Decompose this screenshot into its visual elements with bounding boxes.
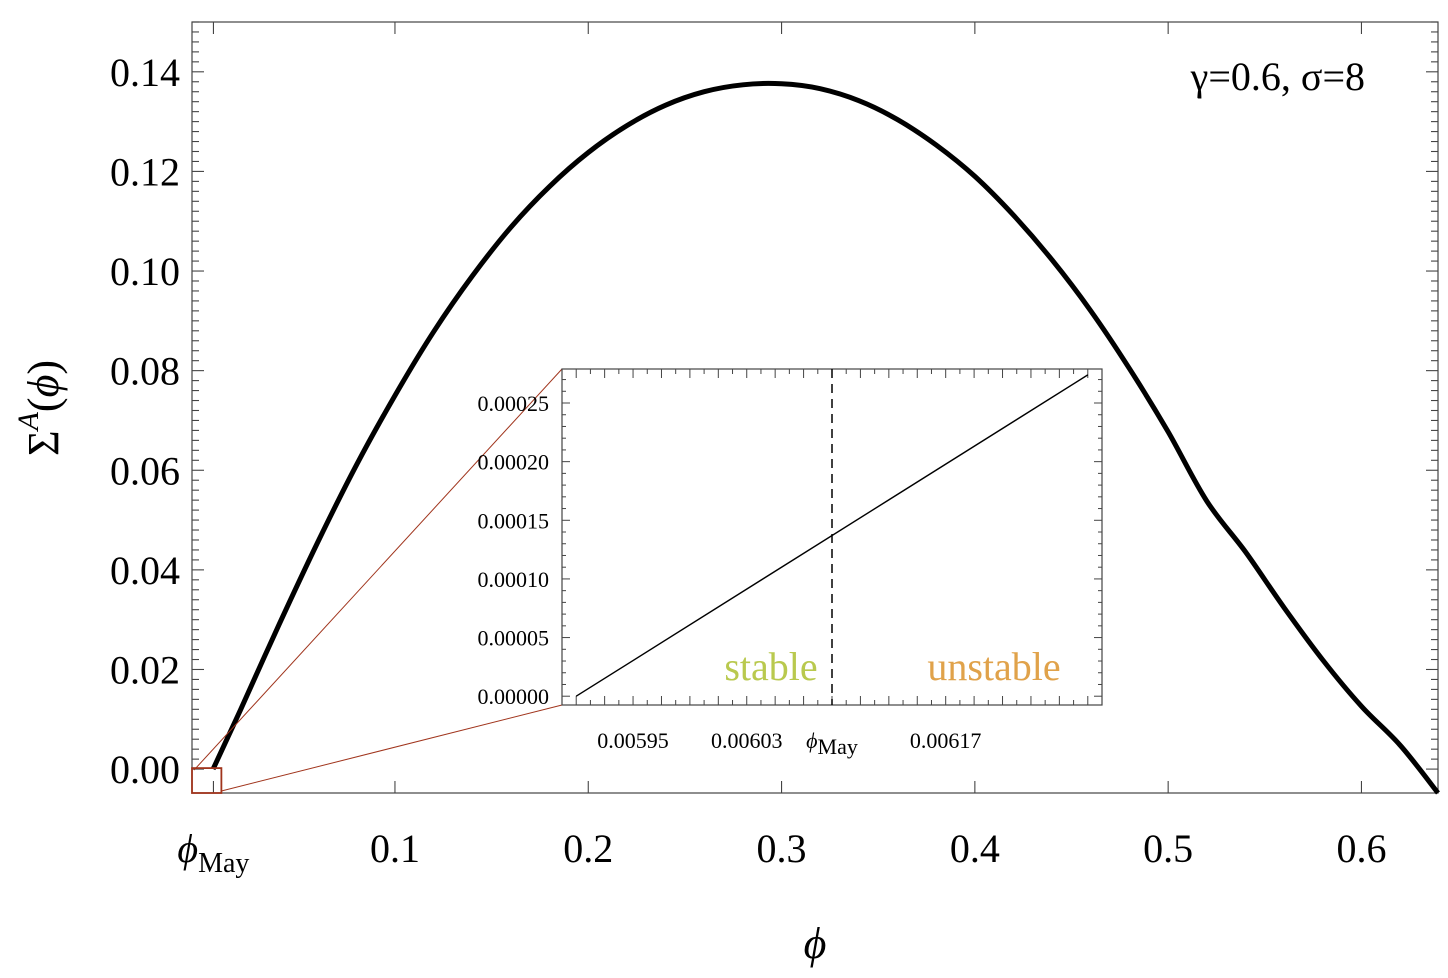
phi-may-tick-label: ϕMay [177,826,249,879]
inset-tick-marks [562,369,1103,705]
y-axis-label-group: ΣA(ϕ) [12,360,68,456]
tick-label: 0.6 [1336,826,1386,871]
inset-x-tick-labels: 0.00595 0.00603 ϕMay 0.00617 [597,728,981,759]
x-axis-label: ϕ [804,919,827,968]
tick-label: 0.00 [110,747,180,792]
y-axis-label: ΣA(ϕ) [12,360,68,456]
tick-label: 0.00005 [478,626,550,651]
tick-label: 0.14 [110,50,180,95]
main-y-tick-labels: 0.00 0.02 0.04 0.06 0.08 0.10 0.12 0.14 [110,50,180,792]
tick-label: 0.00000 [478,684,550,709]
tick-label: 0.00025 [478,391,550,416]
inset-y-tick-labels: 0.00000 0.00005 0.00010 0.00015 0.00020 0.000… [478,391,550,709]
tick-label: 0.06 [110,448,180,493]
main-x-tick-labels: ϕMay 0.1 0.2 0.3 0.4 0.5 0.6 [177,826,1386,879]
tick-label: 0.00617 [910,728,982,753]
tick-label: 0.12 [110,149,180,194]
zoom-connector-line [221,704,563,792]
tick-label: 0.4 [950,826,1000,871]
tick-label: 0.2 [563,826,613,871]
tick-label: 0.3 [757,826,807,871]
phi-may-tick-label: ϕMay [806,728,858,759]
tick-label: 0.00015 [478,508,550,533]
tick-label: 0.00010 [478,567,550,592]
main-series-curve [210,80,1440,795]
stable-region-label: stable [724,644,817,689]
main-plot-frame [191,21,1439,794]
tick-label: 0.00020 [478,450,550,475]
parameter-annotation: γ=0.6, σ=8 [1190,54,1365,99]
zoom-connector-line [193,368,563,771]
tick-label: 0.10 [110,249,180,294]
main-tick-marks [192,21,1438,793]
unstable-region-label: unstable [927,644,1060,689]
tick-label: 0.5 [1143,826,1193,871]
tick-label: 0.08 [110,349,180,394]
tick-label: 0.1 [370,826,420,871]
tick-label: 0.00595 [597,728,669,753]
inset-series-line [575,374,1089,697]
tick-label: 0.04 [110,548,180,593]
tick-label: 0.02 [110,647,180,692]
tick-label: 0.00603 [711,728,783,753]
zoom-region-box [191,767,223,794]
